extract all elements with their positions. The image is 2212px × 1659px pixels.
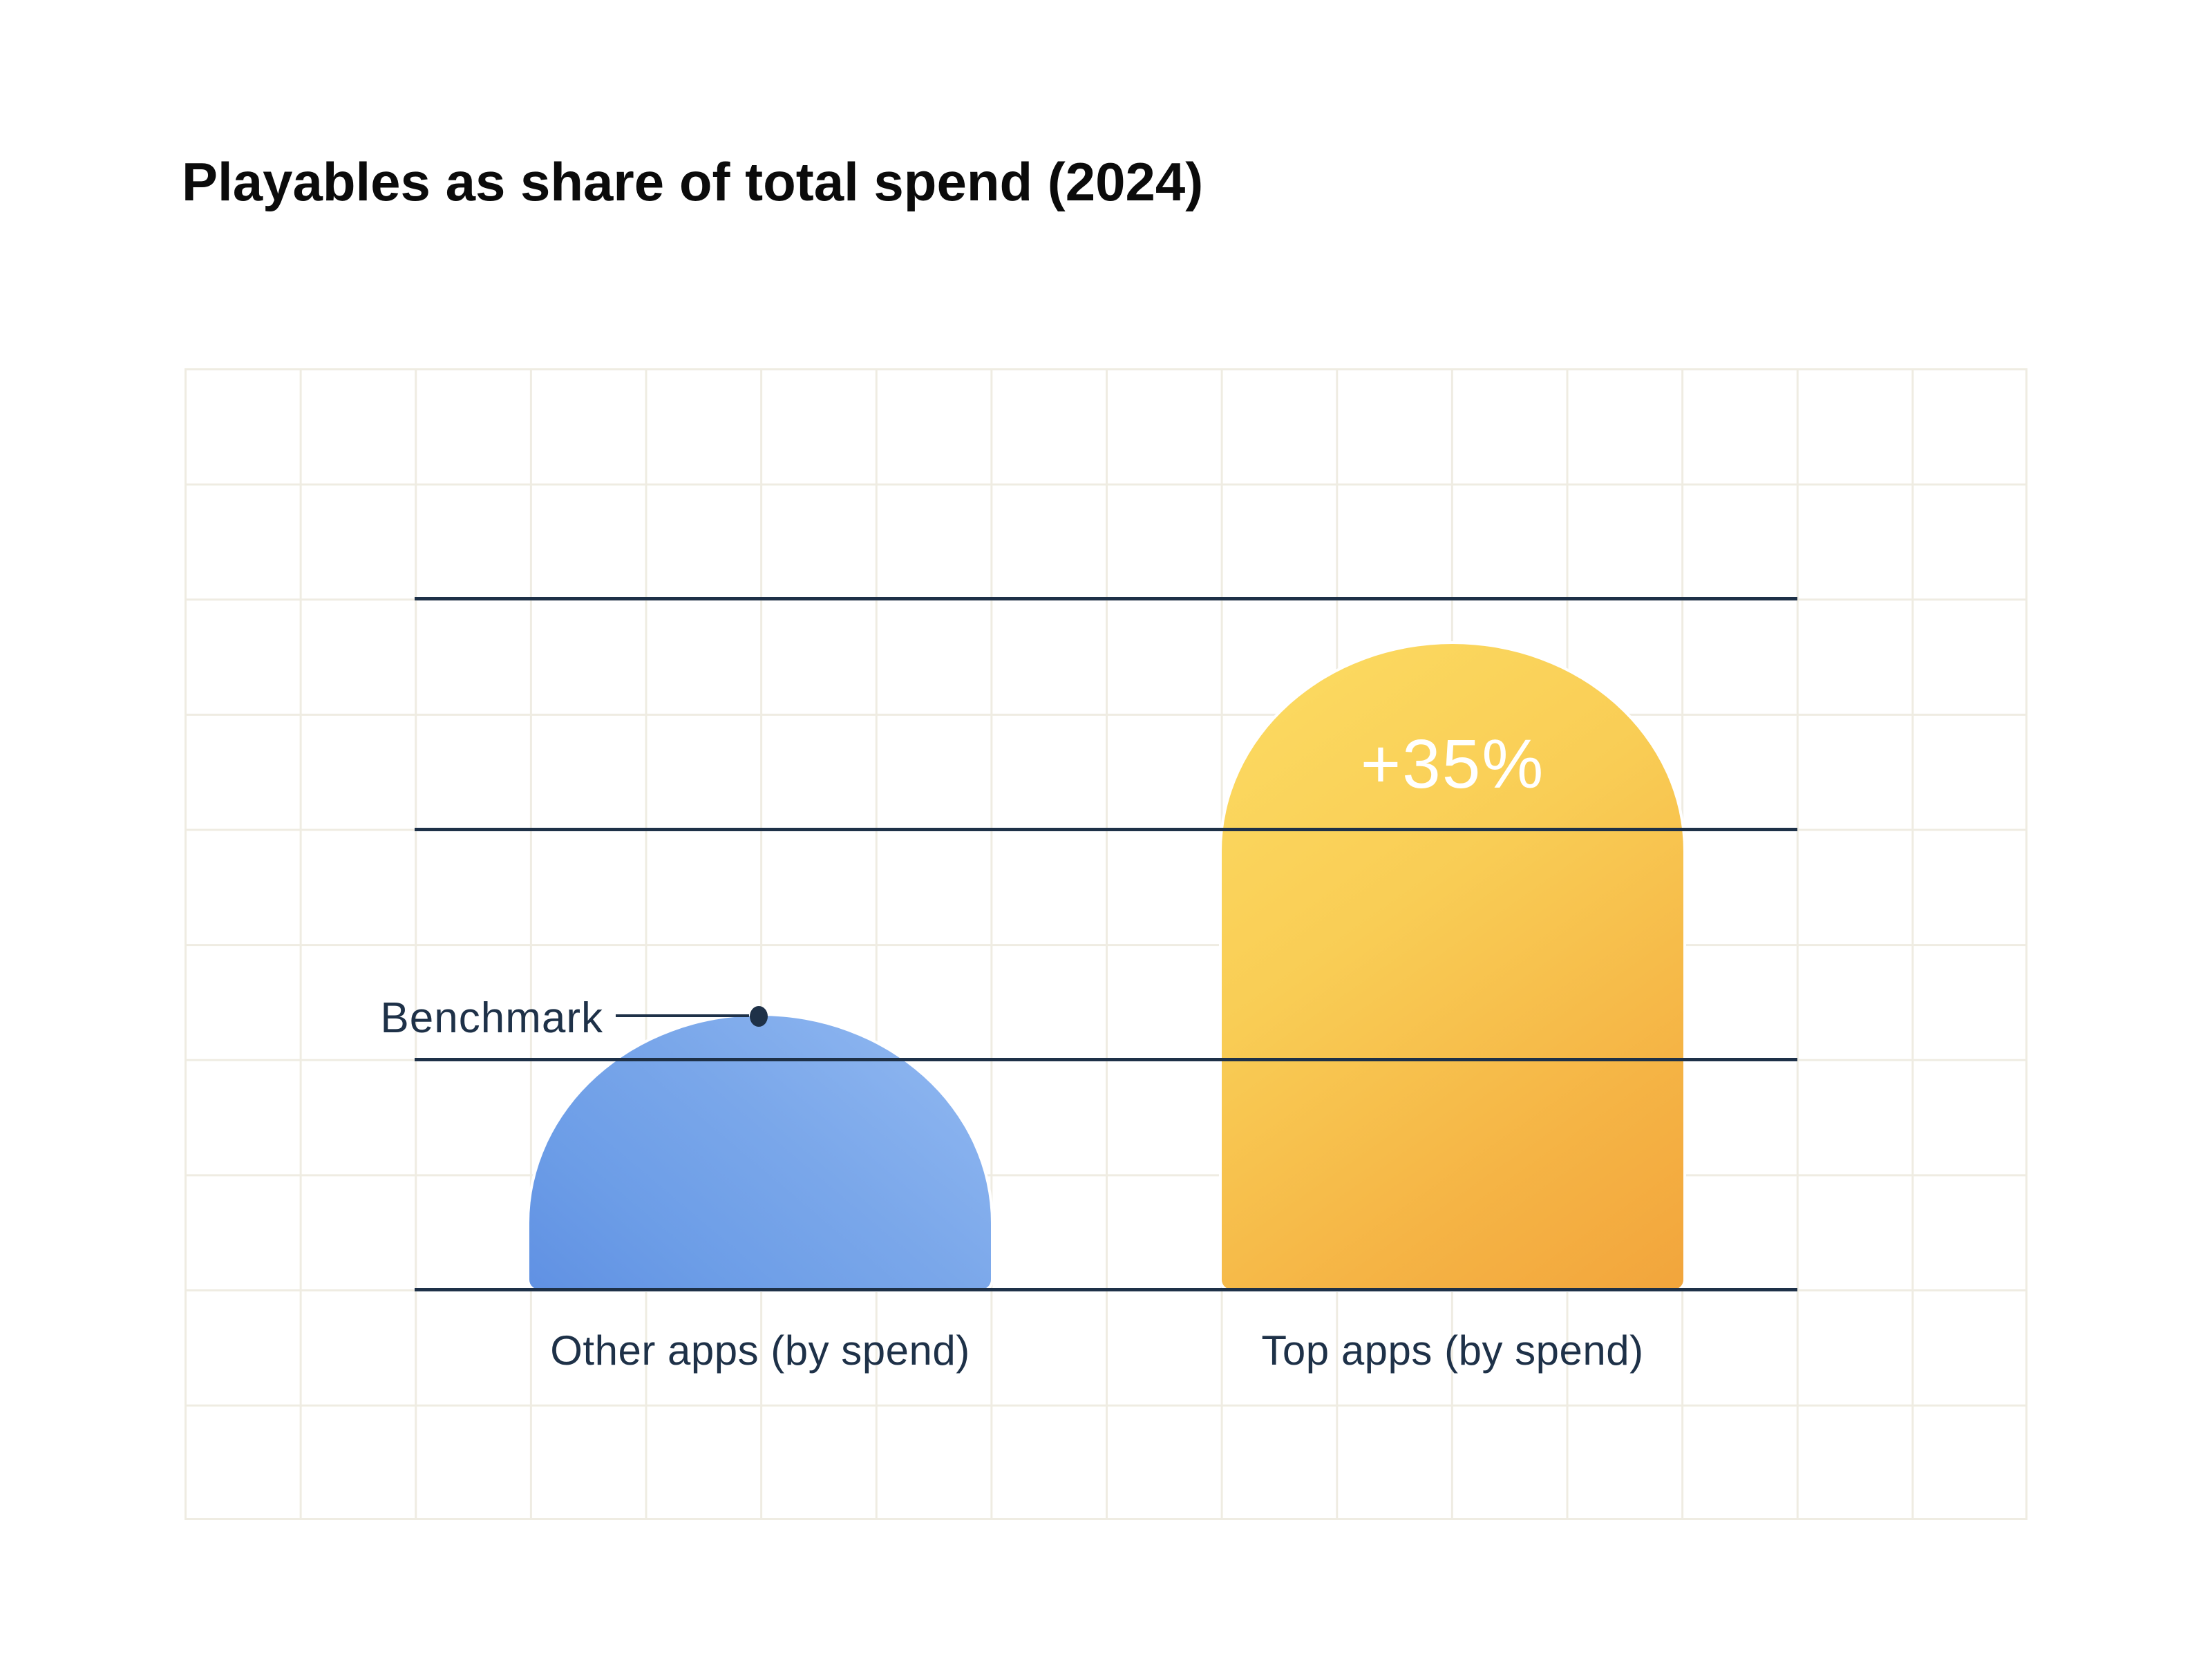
chart-grid — [185, 368, 2027, 1520]
axis-label-other-apps: Other apps (by spend) — [550, 1327, 970, 1374]
reference-line-2 — [415, 828, 1797, 831]
page-title: Playables as share of total spend (2024) — [182, 151, 1204, 212]
bar-top-apps: +35% — [1222, 644, 1683, 1289]
benchmark-leader-line — [616, 1014, 749, 1017]
benchmark-label: Benchmark — [380, 994, 603, 1042]
benchmark-dot-icon — [750, 1006, 768, 1027]
delta-badge: +35% — [1360, 726, 1545, 803]
reference-line-1 — [415, 597, 1797, 600]
axis-label-top-apps: Top apps (by spend) — [1261, 1327, 1644, 1374]
reference-line-benchmark — [415, 1058, 1797, 1061]
baseline — [415, 1288, 1797, 1291]
